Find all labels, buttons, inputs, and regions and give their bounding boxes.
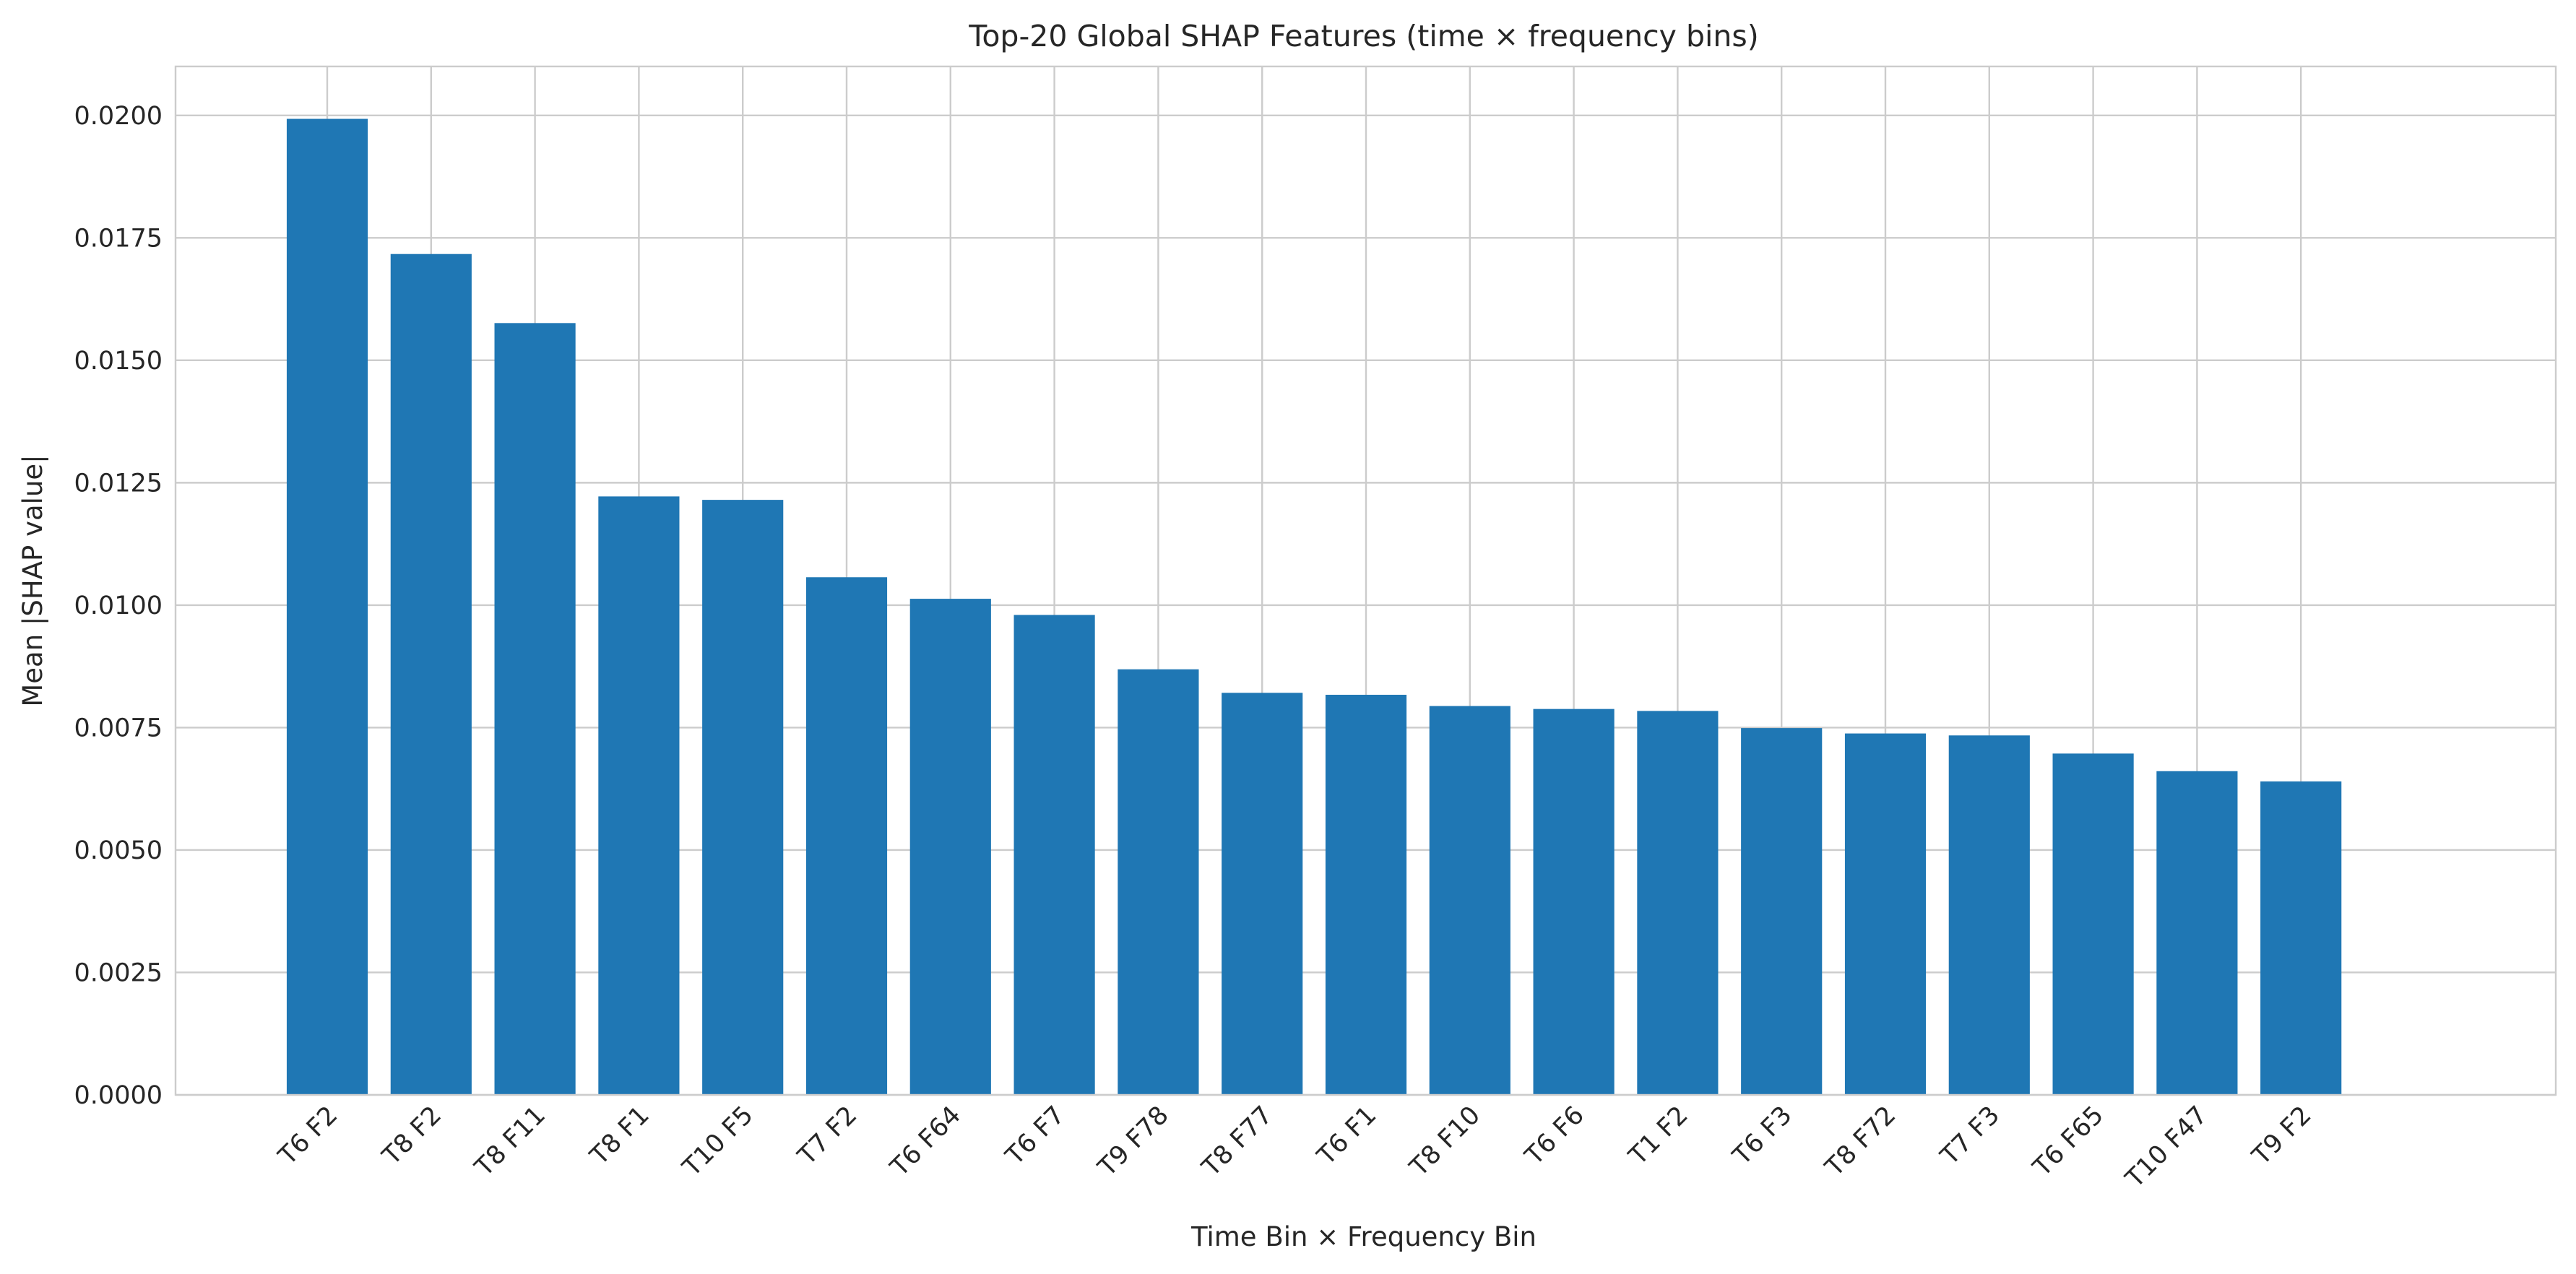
bar: [1637, 711, 1719, 1095]
y-tick-label: 0.0000: [74, 1081, 163, 1110]
x-tick-label: T6 F6: [1519, 1101, 1590, 1171]
x-tick-label: T1 F2: [1623, 1101, 1694, 1171]
bar: [1533, 708, 1615, 1095]
chart-title: Top-20 Global SHAP Features (time × freq…: [968, 19, 1758, 53]
y-axis-ticks: 0.0000 0.0025 0.0050 0.0075 0.0100 0.0125 0.01…: [74, 102, 163, 1110]
y-tick-label: 0.0125: [74, 469, 163, 498]
x-tick-label: T7 F3: [1935, 1101, 2005, 1171]
x-tick-label: T9 F2: [2247, 1101, 2317, 1171]
bar: [2052, 753, 2134, 1095]
bar: [1741, 728, 1823, 1095]
x-tick-label: T6 F2: [273, 1101, 344, 1171]
x-tick-label: T6 F7: [1000, 1101, 1071, 1171]
y-tick-label: 0.0025: [74, 958, 163, 987]
bar: [390, 254, 472, 1096]
y-axis-label: Mean |SHAP value|: [17, 454, 48, 706]
bar: [2260, 781, 2342, 1095]
bars: [286, 118, 2342, 1096]
bar: [1118, 669, 1199, 1095]
x-tick-label: T6 F1: [1312, 1101, 1383, 1171]
bar: [1222, 693, 1303, 1095]
x-tick-label: T8 F11: [470, 1101, 551, 1182]
y-tick-label: 0.0200: [74, 102, 163, 131]
y-tick-label: 0.0100: [74, 592, 163, 620]
bar: [1429, 706, 1510, 1095]
x-tick-label: T7 F2: [792, 1101, 863, 1171]
x-tick-label: T8 F10: [1404, 1101, 1486, 1182]
bar: [702, 500, 784, 1095]
plot-frame: [174, 65, 2557, 1096]
x-tick-label: T8 F72: [1820, 1101, 1901, 1182]
bar: [2156, 771, 2238, 1095]
x-tick-label: T6 F64: [885, 1101, 967, 1182]
x-axis-ticks: T6 F2 T8 F2 T8 F11 T8 F1 T10 F5 T7 F2 T6 F64 T6…: [273, 1101, 2317, 1194]
y-tick-label: 0.0175: [74, 224, 163, 253]
bar: [286, 118, 368, 1096]
bar: [909, 599, 991, 1095]
x-tick-label: T8 F77: [1196, 1101, 1278, 1182]
bar: [1013, 615, 1095, 1095]
y-tick-label: 0.0050: [74, 836, 163, 865]
bar: [1844, 733, 1927, 1095]
bar: [598, 496, 680, 1095]
x-tick-label: T8 F1: [584, 1101, 655, 1171]
x-tick-label: T8 F2: [376, 1101, 447, 1171]
y-tick-label: 0.0075: [74, 714, 163, 742]
x-tick-label: T10 F47: [2120, 1101, 2213, 1194]
x-axis-label: Time Bin × Frequency Bin: [1190, 1221, 1536, 1252]
x-tick-label: T6 F65: [2028, 1101, 2109, 1182]
x-tick-label: T10 F5: [677, 1101, 758, 1182]
y-tick-label: 0.0150: [74, 347, 163, 376]
x-tick-label: T9 F78: [1092, 1101, 1174, 1182]
x-tick-label: T6 F3: [1727, 1101, 1798, 1171]
bar: [1325, 694, 1407, 1095]
bar: [1948, 735, 2030, 1095]
bar: [494, 323, 576, 1095]
bar: [805, 577, 888, 1095]
